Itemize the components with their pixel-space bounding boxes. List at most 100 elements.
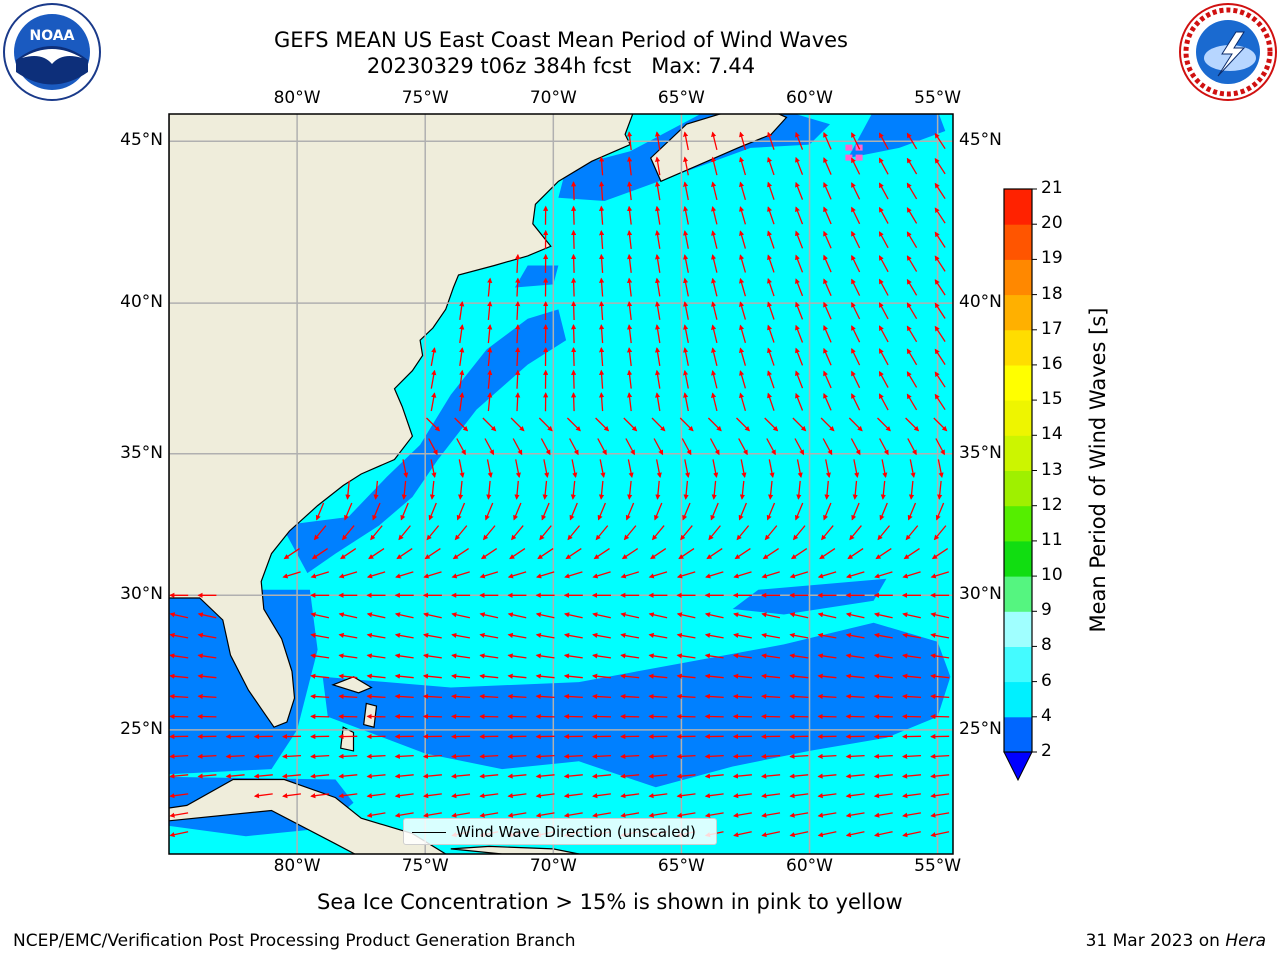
wind-wave-arrow xyxy=(648,693,668,700)
wind-wave-arrow xyxy=(563,793,583,799)
wind-wave-arrow xyxy=(761,632,781,639)
wind-wave-arrow xyxy=(851,502,860,521)
wind-wave-arrow xyxy=(507,653,527,659)
wind-wave-arrow xyxy=(655,369,661,389)
wind-wave-arrow xyxy=(487,392,493,412)
wind-wave-arrow xyxy=(310,612,330,619)
wind-wave-arrow xyxy=(767,278,775,297)
wind-wave-arrow xyxy=(459,324,465,344)
wind-wave-arrow xyxy=(823,392,832,411)
wind-wave-arrow xyxy=(875,548,892,560)
wind-wave-arrow xyxy=(571,229,577,249)
wind-wave-arrow xyxy=(341,525,355,541)
wind-wave-arrow xyxy=(732,793,752,799)
wind-wave-arrow xyxy=(169,612,189,619)
wind-wave-arrow xyxy=(906,231,918,249)
wind-wave-arrow xyxy=(930,653,950,659)
wind-wave-arrow xyxy=(515,300,521,320)
wind-wave-arrow xyxy=(823,278,832,297)
wind-wave-arrow xyxy=(732,653,752,659)
wind-wave-arrow xyxy=(934,207,946,224)
wind-wave-arrow xyxy=(253,773,273,779)
colorbar-segment xyxy=(1004,329,1032,366)
wind-wave-arrow xyxy=(907,502,917,521)
wind-wave-arrow xyxy=(429,480,436,500)
wind-wave-arrow xyxy=(823,254,832,273)
wind-wave-arrow xyxy=(902,793,921,799)
wind-wave-arrow xyxy=(451,713,471,720)
wind-wave-arrow xyxy=(712,459,719,479)
chart-subtitle: 20230329 t06z 384h fcst Max: 7.44 xyxy=(366,54,756,78)
wind-wave-arrow xyxy=(934,182,946,200)
wind-wave-arrow xyxy=(768,480,774,500)
wind-wave-arrow xyxy=(563,673,583,679)
wind-wave-arrow xyxy=(796,480,802,500)
wind-wave-arrow xyxy=(591,673,611,679)
wind-wave-arrow xyxy=(733,612,752,619)
wind-wave-arrow xyxy=(902,831,921,838)
lon-label-bottom: 65°W xyxy=(657,856,705,876)
land-masses xyxy=(169,114,788,854)
wind-wave-arrow xyxy=(591,713,612,720)
wind-wave-arrow xyxy=(847,548,864,560)
lon-label-top: 60°W xyxy=(786,88,833,108)
wind-wave-arrow xyxy=(817,713,837,720)
wind-wave-arrow xyxy=(394,612,414,619)
wind-wave-arrow xyxy=(515,324,521,344)
wind-wave-arrow xyxy=(934,325,946,342)
wind-wave-arrow xyxy=(845,653,865,659)
wind-wave-arrow xyxy=(901,713,922,720)
wind-wave-arrow xyxy=(767,156,775,176)
wind-wave-arrow xyxy=(739,131,747,150)
wind-wave-arrow xyxy=(599,392,605,412)
wind-wave-arrow xyxy=(422,773,442,779)
wind-wave-arrow xyxy=(169,753,189,759)
wind-wave-arrow xyxy=(934,302,946,319)
wind-wave-arrow xyxy=(535,773,555,779)
wind-wave-arrow xyxy=(934,231,946,248)
wind-wave-arrow xyxy=(648,632,668,639)
wind-wave-arrow xyxy=(310,753,330,759)
wind-wave-arrow xyxy=(823,131,832,150)
wind-wave-arrow xyxy=(732,693,752,700)
wind-wave-arrow xyxy=(901,693,922,700)
wind-wave-arrow xyxy=(599,277,605,297)
wind-wave-arrow xyxy=(873,773,893,779)
wind-wave-arrow xyxy=(676,693,696,700)
wind-wave-arrow xyxy=(569,502,578,521)
wind-wave-arrow xyxy=(599,324,605,344)
wind-wave-arrow xyxy=(345,480,351,500)
wind-wave-arrow xyxy=(451,653,471,659)
wind-wave-arrow xyxy=(934,255,946,272)
footer-date-text: 31 Mar 2023 on xyxy=(1085,931,1226,951)
wind-wave-arrow xyxy=(762,548,779,560)
wind-wave-arrow xyxy=(930,693,950,700)
wind-wave-arrow xyxy=(366,673,386,679)
wind-wave-arrow xyxy=(906,278,918,296)
wind-wave-arrow xyxy=(705,571,724,579)
wind-wave-arrow xyxy=(678,548,695,560)
wind-wave-arrow xyxy=(851,206,861,225)
wind-wave-arrow xyxy=(507,693,527,700)
wind-wave-arrow xyxy=(851,132,861,150)
wind-wave-arrow xyxy=(906,371,918,388)
wind-wave-arrow xyxy=(683,347,689,366)
wind-wave-arrow xyxy=(711,205,718,225)
lat-label-right: 40°N xyxy=(959,292,1002,313)
wind-wave-arrow xyxy=(683,324,689,344)
lon-label-bottom: 80°W xyxy=(273,856,321,876)
wind-wave-arrow xyxy=(931,548,949,560)
wind-wave-arrow xyxy=(592,793,611,799)
wind-wave-arrow xyxy=(935,438,945,456)
wind-wave-arrow xyxy=(933,417,948,432)
wind-wave-arrow xyxy=(683,230,689,249)
wind-wave-arrow xyxy=(452,548,469,560)
wind-wave-arrow xyxy=(648,812,668,818)
wind-wave-arrow xyxy=(428,502,437,521)
wind-wave-arrow xyxy=(655,229,661,249)
wind-wave-arrow xyxy=(169,693,189,700)
lat-label-left: 25°N xyxy=(120,718,163,739)
wind-wave-arrow xyxy=(739,324,747,343)
colorbar-segment xyxy=(1004,470,1032,507)
wind-wave-arrow xyxy=(817,653,837,659)
